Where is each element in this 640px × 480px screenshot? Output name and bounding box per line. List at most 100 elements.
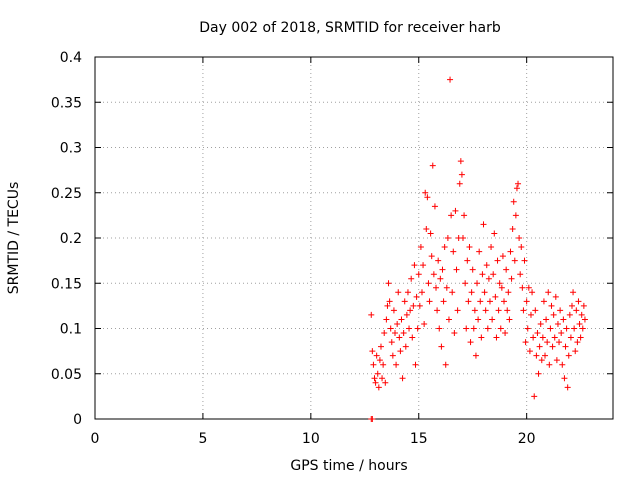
data-point xyxy=(394,320,401,327)
data-point xyxy=(517,271,524,278)
data-point xyxy=(542,352,549,359)
data-point xyxy=(466,244,473,251)
data-point xyxy=(545,289,552,296)
data-point xyxy=(406,325,413,332)
data-point xyxy=(489,316,496,323)
data-point xyxy=(497,325,504,332)
data-point xyxy=(386,298,393,305)
data-point xyxy=(530,334,537,341)
data-point xyxy=(483,262,490,269)
y-tick-label: 0 xyxy=(73,412,82,428)
data-point xyxy=(516,235,523,241)
data-point xyxy=(439,266,446,273)
data-point xyxy=(375,384,382,391)
data-point xyxy=(539,334,546,341)
data-point xyxy=(401,298,408,305)
data-point xyxy=(475,316,482,323)
data-point xyxy=(418,289,425,296)
data-point xyxy=(561,375,568,382)
y-tick-label: 0.35 xyxy=(51,95,82,111)
data-point xyxy=(393,361,400,368)
data-point xyxy=(571,325,578,332)
data-point xyxy=(372,379,379,386)
data-point xyxy=(552,293,559,300)
data-point xyxy=(505,289,512,296)
data-point xyxy=(417,244,424,251)
data-point xyxy=(456,180,463,187)
x-tick-label: 10 xyxy=(302,431,320,447)
data-point xyxy=(381,330,388,337)
data-point xyxy=(508,275,515,282)
data-point xyxy=(469,266,476,273)
data-point xyxy=(526,348,533,355)
data-point xyxy=(437,275,444,282)
data-point xyxy=(506,316,513,323)
data-point xyxy=(511,257,518,264)
data-point xyxy=(377,343,384,350)
data-point xyxy=(462,280,469,287)
data-points xyxy=(368,76,588,422)
data-point xyxy=(407,307,414,314)
data-point xyxy=(398,316,405,323)
data-point xyxy=(400,330,407,337)
data-point xyxy=(408,275,415,282)
x-tick-label: 20 xyxy=(518,431,536,447)
data-point xyxy=(443,284,450,291)
y-tick-label: 0.3 xyxy=(60,141,82,157)
data-point xyxy=(536,343,543,350)
data-point xyxy=(581,316,588,323)
y-tick-label: 0.15 xyxy=(51,276,82,292)
y-axis-label: SRMTID / TECUs xyxy=(6,182,22,295)
data-point xyxy=(482,307,489,314)
data-point xyxy=(369,416,376,422)
data-point xyxy=(538,357,545,364)
data-point xyxy=(368,311,375,318)
data-point xyxy=(535,370,542,377)
data-point xyxy=(509,225,516,232)
data-point xyxy=(474,280,481,287)
data-point xyxy=(415,271,422,278)
data-point xyxy=(389,352,396,359)
data-point xyxy=(470,325,477,332)
data-point xyxy=(531,393,538,400)
data-point xyxy=(461,212,468,219)
data-point xyxy=(369,348,376,355)
data-point xyxy=(551,334,558,341)
data-point xyxy=(566,311,573,318)
data-point xyxy=(507,248,514,255)
x-tick-labels: 0 5 10 15 20 xyxy=(91,431,536,447)
data-point xyxy=(412,361,419,368)
data-point xyxy=(427,230,434,237)
data-point xyxy=(492,293,499,300)
data-point xyxy=(504,307,511,314)
data-point xyxy=(543,316,550,323)
data-point xyxy=(420,262,427,269)
data-point xyxy=(379,375,386,382)
data-point xyxy=(452,207,459,214)
data-point xyxy=(423,225,430,232)
data-point xyxy=(477,298,484,305)
data-point xyxy=(553,357,560,364)
data-point xyxy=(404,289,411,296)
data-point xyxy=(380,361,387,368)
data-point xyxy=(479,271,486,278)
data-point xyxy=(422,189,429,196)
data-point xyxy=(488,244,495,251)
data-point xyxy=(374,370,381,377)
data-point xyxy=(376,357,383,364)
data-point xyxy=(501,298,508,305)
data-point xyxy=(429,162,436,169)
data-point xyxy=(441,244,448,251)
data-point xyxy=(442,361,449,368)
data-point xyxy=(523,298,530,305)
data-point xyxy=(486,298,493,305)
data-point xyxy=(502,330,509,337)
data-point xyxy=(554,320,561,327)
data-point xyxy=(577,334,584,341)
y-tick-label: 0.4 xyxy=(60,50,82,66)
data-point xyxy=(454,307,461,314)
data-point xyxy=(533,352,540,359)
data-point xyxy=(448,212,455,219)
data-point xyxy=(556,339,563,346)
data-point xyxy=(421,320,428,327)
